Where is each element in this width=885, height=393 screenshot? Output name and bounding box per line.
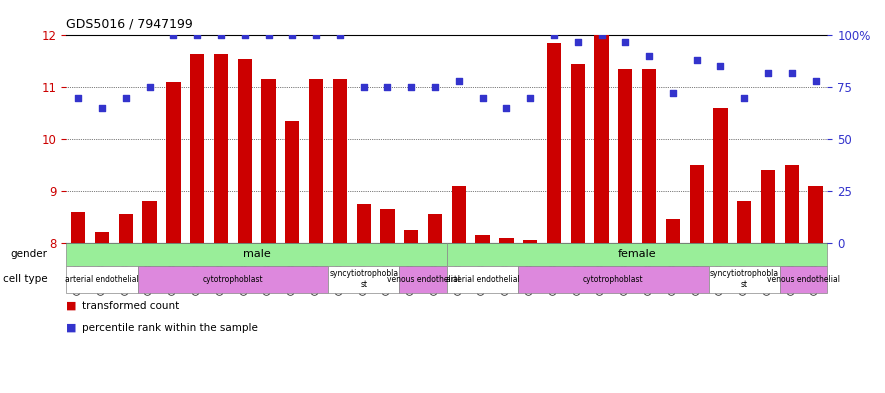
Text: ■: ■ [66, 301, 77, 310]
Text: male: male [242, 249, 271, 259]
Point [571, 39, 585, 45]
Bar [447, 243, 827, 266]
Text: venous endothelial: venous endothelial [387, 275, 459, 284]
Text: transformed count: transformed count [82, 301, 180, 311]
Point [190, 32, 204, 39]
Bar [618, 69, 633, 243]
Bar [519, 266, 709, 292]
Bar [571, 64, 585, 243]
Bar [381, 209, 395, 243]
Point [689, 57, 704, 63]
Point [166, 32, 181, 39]
Point [333, 32, 347, 39]
Bar [713, 108, 727, 243]
Text: cytotrophoblast: cytotrophoblast [203, 275, 263, 284]
Point [357, 84, 371, 90]
Point [119, 94, 133, 101]
Point [381, 84, 395, 90]
Point [595, 32, 609, 39]
Bar [547, 43, 561, 243]
Bar [404, 230, 419, 243]
Bar [595, 35, 609, 243]
Point [142, 84, 157, 90]
Point [499, 105, 513, 111]
Point [428, 84, 442, 90]
Point [523, 94, 537, 101]
Point [404, 84, 419, 90]
Bar [428, 214, 442, 243]
Point [95, 105, 109, 111]
Bar [309, 79, 323, 243]
Text: cytotrophoblast: cytotrophoblast [583, 275, 643, 284]
Point [547, 32, 561, 39]
Bar [71, 212, 85, 243]
Bar [642, 69, 656, 243]
Bar [761, 170, 775, 243]
Bar [666, 219, 680, 243]
Text: female: female [618, 249, 657, 259]
Bar [399, 266, 447, 292]
Bar [499, 238, 513, 243]
Bar [709, 266, 780, 292]
Text: cell type: cell type [3, 274, 48, 284]
Bar [451, 186, 466, 243]
Point [642, 53, 656, 59]
Bar [119, 214, 133, 243]
Bar [447, 266, 519, 292]
Bar [809, 186, 823, 243]
Point [666, 90, 680, 97]
Bar [66, 243, 447, 266]
Text: percentile rank within the sample: percentile rank within the sample [82, 323, 258, 333]
Bar [142, 201, 157, 243]
Point [761, 70, 775, 76]
Bar [237, 59, 252, 243]
Text: syncytiotrophobla
st: syncytiotrophobla st [710, 269, 779, 289]
Text: gender: gender [11, 249, 48, 259]
Point [785, 70, 799, 76]
Bar [785, 165, 799, 243]
Text: syncytiotrophobla
st: syncytiotrophobla st [329, 269, 398, 289]
Bar [737, 201, 751, 243]
Text: arterial endothelial: arterial endothelial [446, 275, 519, 284]
Point [71, 94, 85, 101]
Bar [523, 240, 537, 243]
Bar [214, 53, 228, 243]
Bar [357, 204, 371, 243]
Bar [66, 266, 138, 292]
Bar [95, 232, 109, 243]
Text: GDS5016 / 7947199: GDS5016 / 7947199 [66, 18, 193, 31]
Point [238, 32, 252, 39]
Bar [261, 79, 276, 243]
Point [619, 39, 633, 45]
Bar [475, 235, 489, 243]
Point [285, 32, 299, 39]
Point [809, 78, 823, 84]
Point [737, 94, 751, 101]
Bar [138, 266, 328, 292]
Bar [285, 121, 299, 243]
Point [214, 32, 228, 39]
Text: venous endothelial: venous endothelial [767, 275, 840, 284]
Point [309, 32, 323, 39]
Text: arterial endothelial: arterial endothelial [65, 275, 139, 284]
Point [451, 78, 466, 84]
Text: ■: ■ [66, 322, 77, 332]
Point [261, 32, 275, 39]
Bar [166, 82, 181, 243]
Point [713, 63, 727, 70]
Bar [780, 266, 827, 292]
Bar [328, 266, 399, 292]
Bar [333, 79, 347, 243]
Point [475, 94, 489, 101]
Bar [689, 165, 704, 243]
Bar [190, 53, 204, 243]
